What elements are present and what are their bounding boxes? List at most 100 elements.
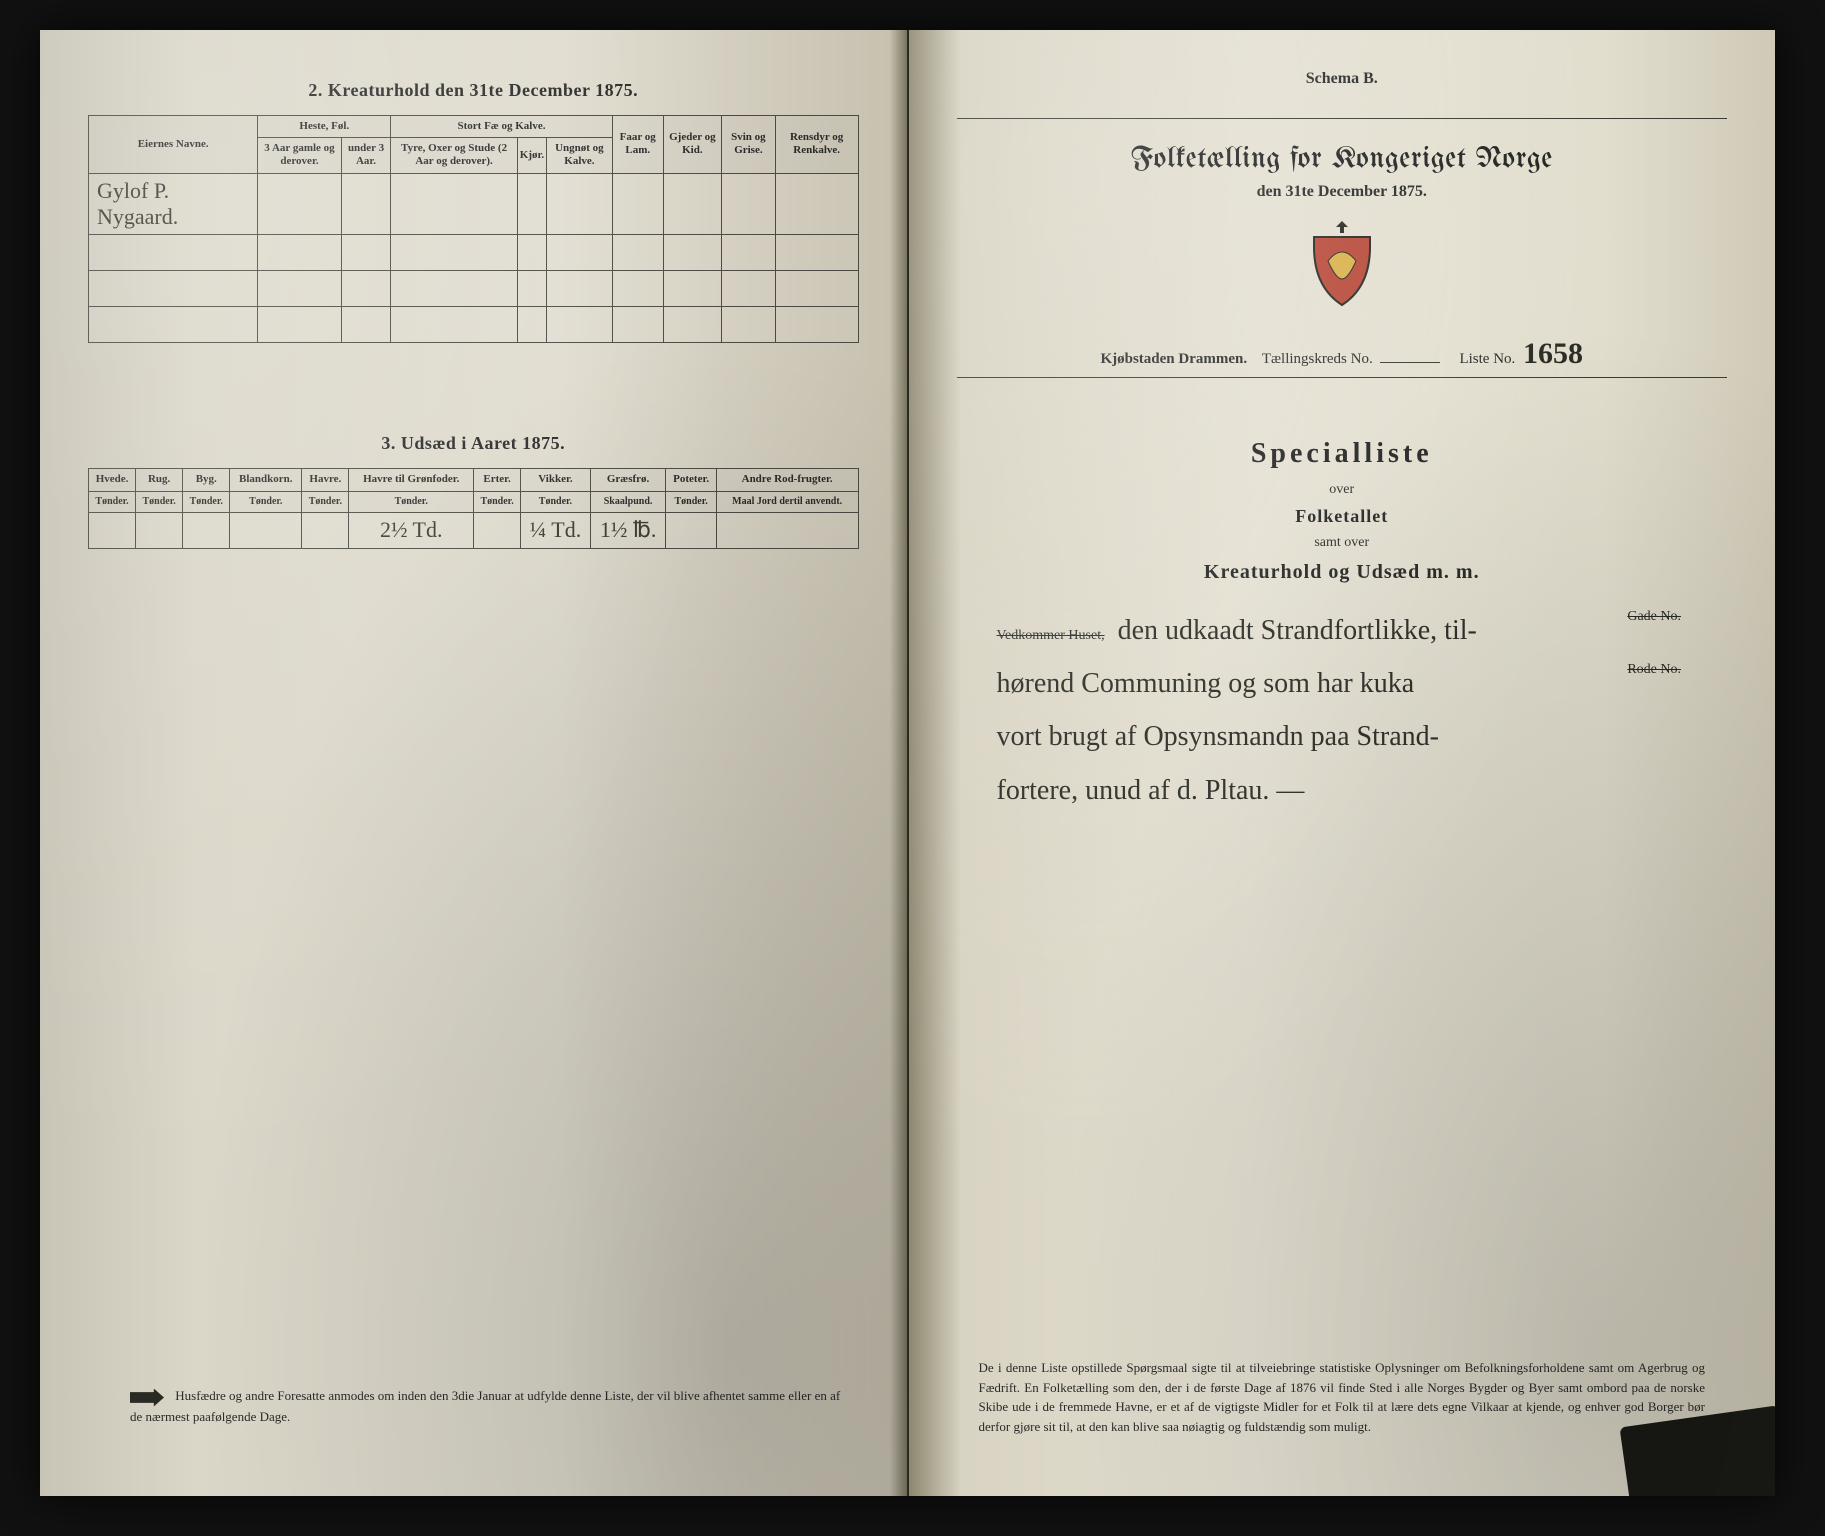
s3-val-8: 1½ ℔.	[590, 512, 666, 548]
rule	[957, 118, 1728, 119]
heste-sub0: 3 Aar gamle og derover.	[258, 138, 341, 173]
cell	[612, 235, 663, 271]
cell	[89, 307, 258, 343]
cell	[547, 271, 613, 307]
cell	[663, 307, 721, 343]
cell	[89, 271, 258, 307]
cell	[721, 173, 775, 235]
cell	[721, 271, 775, 307]
owner-header: Eiernes Navne.	[89, 116, 258, 174]
cell	[547, 307, 613, 343]
s3-val-3	[230, 512, 302, 548]
group-svin: Svin og Grise.	[721, 116, 775, 174]
s3-unit-3: Tønder.	[230, 491, 302, 512]
group-rensdyr: Rensdyr og Renkalve.	[775, 116, 858, 174]
cell	[391, 307, 517, 343]
cell	[547, 235, 613, 271]
s3-unit-7: Tønder.	[521, 491, 591, 512]
s3-unit-4: Tønder.	[302, 491, 349, 512]
cell	[775, 307, 858, 343]
cell	[517, 271, 546, 307]
cell	[258, 271, 341, 307]
pointer-icon	[130, 1389, 164, 1407]
owner-name-cell: Gylof P. Nygaard.	[89, 173, 258, 235]
rule	[957, 377, 1728, 378]
cell	[721, 307, 775, 343]
cell	[89, 235, 258, 271]
liste-label: Liste No.	[1459, 351, 1515, 367]
cell	[721, 235, 775, 271]
cell	[517, 173, 546, 235]
group-gjeder: Gjeder og Kid.	[663, 116, 721, 174]
cell	[775, 271, 858, 307]
left-page: 2. Kreaturhold den 31te December 1875. E…	[40, 30, 909, 1496]
s3-unit-10: Maal Jord dertil anvendt.	[716, 491, 858, 512]
right-footnote: De i denne Liste opstillede Spørgsmaal s…	[979, 1358, 1706, 1436]
kreds-blank	[1380, 348, 1440, 363]
hand-line1: den udkaadt Strandfortlikke, til-	[1118, 615, 1477, 646]
special-heading: Specialliste	[957, 438, 1728, 470]
s3-val-6	[474, 512, 521, 548]
s3-val-0	[89, 512, 136, 548]
s3-val-9	[666, 512, 716, 548]
s3-col-10: Andre Rod-frugter.	[716, 469, 858, 491]
special-line1: Folketallet	[957, 506, 1728, 527]
specialliste-block: Specialliste over Folketallet samt over …	[957, 438, 1728, 584]
cell	[258, 235, 341, 271]
section2-title: 2. Kreaturhold den 31te December 1875.	[88, 80, 859, 101]
cell	[391, 173, 517, 235]
s3-unit-0: Tønder.	[89, 491, 136, 512]
schema-label: Schema B.	[957, 70, 1728, 88]
left-footnote-text: Husfædre og andre Foresatte anmodes om i…	[130, 1388, 840, 1423]
s3-val-1	[136, 512, 183, 548]
vedkommer-block: Vedkommer Huset, den udkaadt Strandfortl…	[997, 604, 1688, 817]
special-over2: samt over	[957, 535, 1728, 551]
fae-sub0: Tyre, Oxer og Stude (2 Aar og derover).	[391, 138, 517, 173]
cell	[775, 173, 858, 235]
cell	[341, 235, 391, 271]
s3-unit-2: Tønder.	[183, 491, 230, 512]
s3-val-2	[183, 512, 230, 548]
s3-val-4	[302, 512, 349, 548]
left-footnote: Husfædre og andre Foresatte anmodes om i…	[130, 1386, 847, 1426]
cell	[663, 173, 721, 235]
s3-val-10	[716, 512, 858, 548]
hand-line3: vort brugt af Opsynsmandn paa Strand-	[997, 710, 1688, 763]
heste-sub1: under 3 Aar.	[341, 138, 391, 173]
cell	[391, 235, 517, 271]
liste-number: 1658	[1523, 337, 1583, 370]
gade-label: Gade No.	[1627, 604, 1681, 631]
cell	[341, 173, 391, 235]
cell	[391, 271, 517, 307]
kreaturhold-table: Eiernes Navne. Heste, Føl. Stort Fæ og K…	[88, 115, 859, 343]
cell	[612, 271, 663, 307]
group-stortfae: Stort Fæ og Kalve.	[391, 116, 612, 138]
cell	[775, 235, 858, 271]
s3-col-7: Vikker.	[521, 469, 591, 491]
rode-label: Rode No.	[1627, 657, 1681, 684]
s3-val-7: ¼ Td.	[521, 512, 591, 548]
s3-col-6: Erter.	[474, 469, 521, 491]
s3-unit-9: Tønder.	[666, 491, 716, 512]
s3-unit-5: Tønder.	[349, 491, 474, 512]
right-page: Schema B. Folketælling for Kongeriget No…	[909, 30, 1776, 1496]
cell	[517, 235, 546, 271]
cell	[663, 271, 721, 307]
cell	[612, 173, 663, 235]
s3-unit-8: Skaalpund.	[590, 491, 666, 512]
hand-line2: hørend Communing og som har kuka	[997, 668, 1415, 699]
cell	[517, 307, 546, 343]
s3-col-3: Blandkorn.	[230, 469, 302, 491]
cell	[547, 173, 613, 235]
group-faar: Faar og Lam.	[612, 116, 663, 174]
city-label: Kjøbstaden Drammen.	[1100, 351, 1247, 367]
s3-col-2: Byg.	[183, 469, 230, 491]
fae-sub2: Ungnøt og Kalve.	[547, 138, 613, 173]
main-title: Folketælling for Kongeriget Norge	[957, 143, 1728, 175]
cell	[258, 173, 341, 235]
s3-col-5: Havre til Grønfoder.	[349, 469, 474, 491]
vedkommer-huset-label: Vedkommer Huset,	[997, 628, 1105, 643]
kreds-label: Tællingskreds No.	[1262, 351, 1373, 367]
open-book: 2. Kreaturhold den 31te December 1875. E…	[40, 30, 1775, 1496]
sub-date: den 31te December 1875.	[957, 183, 1728, 201]
